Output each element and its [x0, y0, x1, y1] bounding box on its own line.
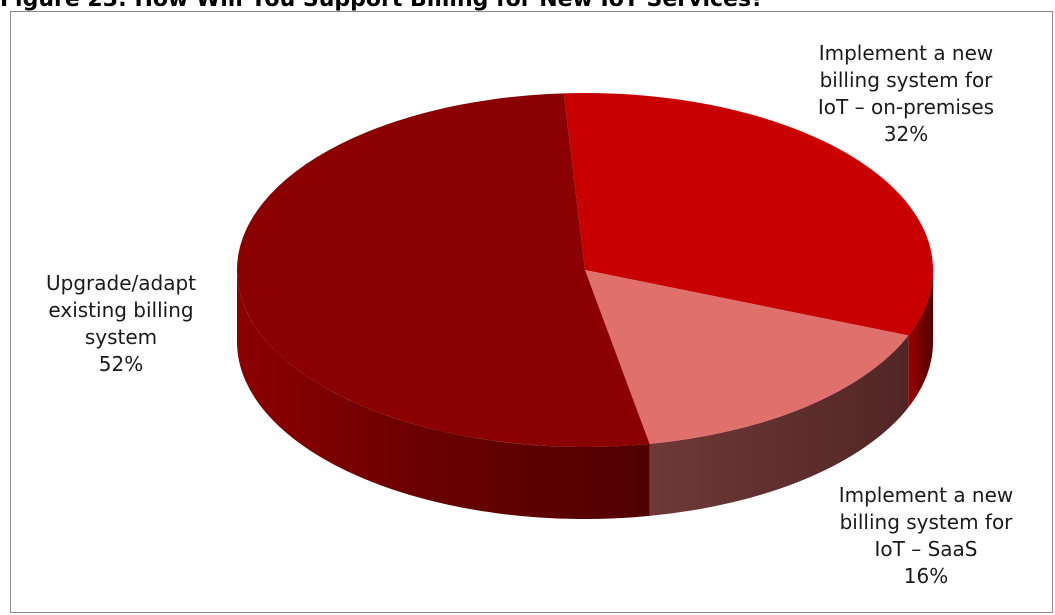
slice-label-line: system [84, 325, 158, 349]
slice-label-line: Implement a new [838, 483, 1014, 507]
slice-label-line: IoT – SaaS [874, 537, 978, 561]
slice-label-on-premises: Implement a new billing system for IoT –… [781, 40, 1031, 148]
pie-slice-upgrade [236, 93, 650, 448]
chart-area: Implement a new billing system for IoT –… [10, 11, 1053, 613]
slice-value-label: 32% [883, 122, 929, 146]
pie-slice-saas [585, 270, 909, 444]
pie-chart [236, 92, 934, 519]
slice-label-line: Implement a new [818, 41, 994, 65]
slice-label-line: existing billing [48, 298, 194, 322]
pie-side-on-premises [908, 270, 933, 408]
pie-side-upgrade [237, 270, 650, 519]
slice-label-line: IoT – on-premises [817, 95, 995, 119]
slice-label-upgrade: Upgrade/adapt existing billing system 52… [21, 270, 221, 378]
slice-label-line: billing system for [819, 68, 993, 92]
slice-value-label: 16% [903, 564, 949, 588]
slice-label-line: Upgrade/adapt [46, 271, 196, 295]
slice-value-label: 52% [98, 352, 144, 376]
pie-slice-on-premises [563, 92, 934, 336]
pie-side-saas [649, 335, 909, 516]
slice-label-saas: Implement a new billing system for IoT –… [811, 482, 1041, 590]
chart-title: Figure 23: How Will You Support Billing … [0, 0, 1055, 13]
slice-label-line: billing system for [839, 510, 1013, 534]
